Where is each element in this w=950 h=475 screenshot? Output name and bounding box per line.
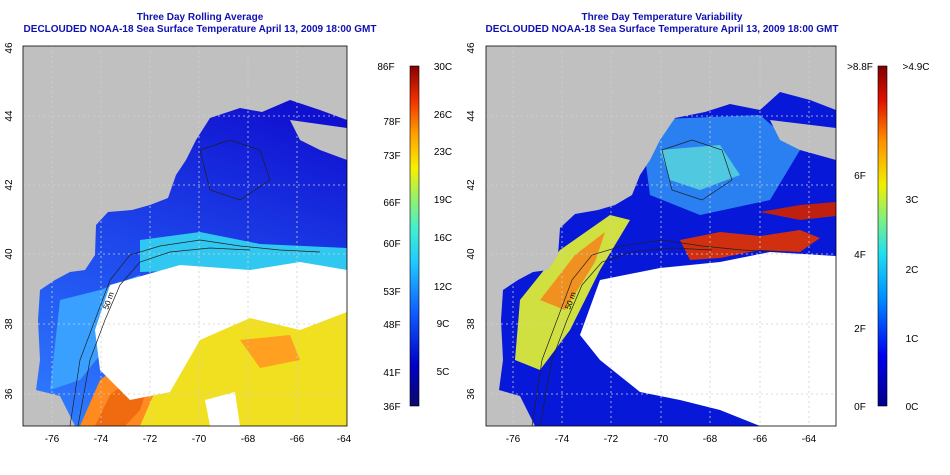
left-cb-f-label: 48F bbox=[383, 320, 400, 331]
right-y-tick: 46 bbox=[466, 42, 477, 54]
right-shelf-core bbox=[540, 232, 605, 310]
right-title-line2: DECLOUDED NOAA-18 Sea Surface Temperatur… bbox=[485, 24, 839, 35]
left-colorbar-f-labels: 86F 78F 73F 66F 60F 53F 48F 41F 36F bbox=[377, 62, 400, 413]
left-x-tick: -66 bbox=[290, 434, 305, 445]
left-title: Three Day Rolling Average DECLOUDED NOAA… bbox=[0, 12, 410, 36]
right-cb-f-label: 4F bbox=[854, 250, 866, 261]
left-cloud-patch bbox=[205, 392, 240, 426]
left-land bbox=[23, 46, 347, 426]
right-cb-c-label: 0C bbox=[906, 402, 919, 413]
left-cb-f-label: 36F bbox=[383, 402, 400, 413]
left-cb-f-label: 73F bbox=[383, 151, 400, 162]
right-land-nova-scotia bbox=[770, 120, 836, 160]
left-y-tick: 36 bbox=[4, 388, 15, 400]
left-colorbar-c-labels: 30C 26C 23C 19C 16C 12C 9C 5C bbox=[434, 62, 452, 378]
right-front bbox=[680, 230, 820, 260]
left-frame bbox=[22, 45, 348, 427]
left-cb-f-label: 86F bbox=[377, 62, 394, 73]
right-colorbar-f-labels: >8.8F 6F 4F 2F 0F bbox=[847, 62, 873, 413]
right-y-tick: 36 bbox=[466, 388, 477, 400]
left-cb-c-label: 19C bbox=[434, 195, 452, 206]
right-x-tick: -66 bbox=[753, 434, 768, 445]
left-cb-c-label: 16C bbox=[434, 233, 452, 244]
right-x-tick: -72 bbox=[604, 434, 619, 445]
left-cb-c-label: 26C bbox=[434, 110, 452, 121]
left-warm-eddy bbox=[240, 335, 300, 368]
left-cb-f-label: 60F bbox=[383, 239, 400, 250]
left-cb-c-label: 9C bbox=[437, 319, 450, 330]
left-land-nova-scotia bbox=[290, 120, 347, 160]
right-colorbar bbox=[877, 65, 888, 407]
left-x-tick: -76 bbox=[45, 434, 60, 445]
right-title-line1: Three Day Temperature Variability bbox=[581, 12, 743, 23]
right-cb-f-label: >8.8F bbox=[847, 62, 873, 73]
right-map bbox=[486, 46, 836, 426]
right-cb-c-label: 3C bbox=[906, 195, 919, 206]
right-x-axis: -76 -74 -72 -70 -68 -66 -64 bbox=[506, 434, 817, 445]
right-cb-c-label: 1C bbox=[906, 334, 919, 345]
right-grid bbox=[486, 46, 836, 426]
right-x-tick: -76 bbox=[506, 434, 521, 445]
left-colorbar bbox=[409, 65, 420, 407]
left-y-axis: 36 38 40 42 44 46 bbox=[4, 42, 15, 400]
left-cb-f-label: 41F bbox=[383, 368, 400, 379]
left-x-tick: -70 bbox=[192, 434, 207, 445]
right-x-tick: -68 bbox=[703, 434, 718, 445]
right-contours bbox=[531, 139, 783, 426]
right-land bbox=[486, 46, 836, 426]
left-cb-f-label: 53F bbox=[383, 287, 400, 298]
left-y-tick: 40 bbox=[4, 248, 15, 260]
left-cb-c-label: 30C bbox=[434, 62, 452, 73]
right-x-tick: -64 bbox=[802, 434, 817, 445]
left-cb-f-label: 78F bbox=[383, 117, 400, 128]
right-y-axis: 36 38 40 42 44 46 bbox=[466, 42, 477, 400]
left-cb-c-label: 23C bbox=[434, 147, 452, 158]
right-colorbar-c-labels: >4.9C 3C 2C 1C 0C bbox=[903, 62, 930, 413]
left-cb-c-label: 5C bbox=[437, 367, 450, 378]
left-y-tick: 42 bbox=[4, 179, 15, 191]
left-x-tick: -72 bbox=[143, 434, 158, 445]
right-y-tick: 44 bbox=[466, 110, 477, 122]
right-cb-c-label: >4.9C bbox=[903, 62, 930, 73]
right-cb-f-label: 6F bbox=[854, 171, 866, 182]
right-frame bbox=[485, 45, 837, 427]
left-x-axis: -76 -74 -72 -70 -68 -66 -64 bbox=[45, 434, 352, 445]
right-cb-c-label: 2C bbox=[906, 265, 919, 276]
left-x-tick: -64 bbox=[337, 434, 352, 445]
right-y-tick: 40 bbox=[466, 248, 477, 260]
left-cb-f-label: 66F bbox=[383, 198, 400, 209]
left-y-tick: 44 bbox=[4, 110, 15, 122]
right-cb-f-label: 2F bbox=[854, 324, 866, 335]
right-title: Three Day Temperature Variability DECLOU… bbox=[452, 12, 872, 36]
left-x-tick: -74 bbox=[94, 434, 109, 445]
left-title-line2: DECLOUDED NOAA-18 Sea Surface Temperatur… bbox=[23, 24, 377, 35]
left-grid bbox=[23, 46, 347, 426]
right-y-tick: 42 bbox=[466, 179, 477, 191]
left-map bbox=[23, 46, 347, 426]
right-y-tick: 38 bbox=[466, 318, 477, 330]
right-cb-f-label: 0F bbox=[854, 402, 866, 413]
left-contours bbox=[69, 139, 321, 426]
right-cloud-mask bbox=[580, 252, 836, 426]
left-cb-c-label: 12C bbox=[434, 282, 452, 293]
right-x-tick: -74 bbox=[555, 434, 570, 445]
left-y-tick: 46 bbox=[4, 42, 15, 54]
right-front-2 bbox=[760, 202, 836, 220]
right-var-patch bbox=[660, 145, 740, 190]
right-x-tick: -70 bbox=[654, 434, 669, 445]
left-x-tick: -68 bbox=[241, 434, 256, 445]
left-title-line1: Three Day Rolling Average bbox=[136, 12, 264, 23]
left-cloud-mask bbox=[95, 262, 347, 400]
left-y-tick: 38 bbox=[4, 318, 15, 330]
